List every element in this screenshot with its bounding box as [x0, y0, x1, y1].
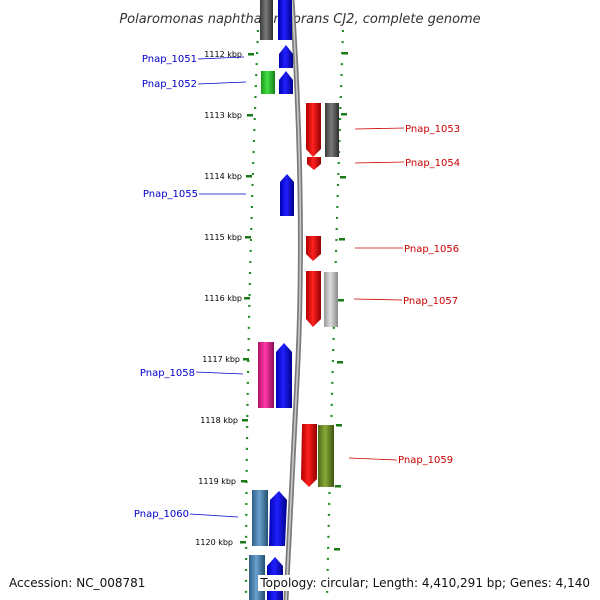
gene-feature-pnap-1054[interactable] [307, 157, 321, 170]
gene-feature-light-gray[interactable] [324, 272, 338, 327]
tick-mark [242, 419, 248, 422]
gene-feature-pnap-1051[interactable] [279, 45, 293, 68]
tick-mark [245, 236, 251, 239]
tick-mark [241, 480, 247, 483]
gene-feature-gray[interactable] [325, 103, 339, 157]
gene-feature-pnap-1057[interactable] [306, 271, 321, 327]
tick-mark [342, 52, 348, 55]
gene-feature-pnap-1056[interactable] [306, 236, 321, 261]
map-title: Polaromonas naphthalenivorans CJ2, compl… [119, 12, 480, 27]
tick-label: 1118 kbp [200, 416, 238, 425]
tick-mark [341, 113, 347, 116]
gene-label-pnap-1059[interactable]: Pnap_1059 [398, 455, 453, 466]
gene-feature-gray[interactable] [260, 0, 273, 40]
gene-label-pnap-1054[interactable]: Pnap_1054 [405, 158, 460, 169]
tick-mark [244, 297, 250, 300]
gene-feature-olive[interactable] [318, 425, 334, 487]
tick-label: 1115 kbp [204, 233, 242, 242]
tick-label: 1117 kbp [202, 355, 240, 364]
gene-feature-magenta[interactable] [258, 342, 274, 408]
tick-label: 1114 kbp [204, 172, 242, 181]
gene-label-pnap-1056[interactable]: Pnap_1056 [404, 244, 459, 255]
accession-text: Accession: NC_008781 [7, 575, 148, 591]
leader-line-pnap-1054 [354, 161, 405, 164]
tick-labels: 1112 kbp 1113 kbp 1114 kbp 1115 kbp 1116… [195, 50, 242, 547]
gene-feature-pnap-1055[interactable] [280, 174, 294, 216]
leader-line-pnap-1058 [195, 371, 244, 375]
tick-label: 1119 kbp [198, 477, 236, 486]
tick-mark [334, 548, 340, 551]
gene-feature-pnap-1058[interactable] [276, 343, 292, 408]
gene-label-pnap-1051[interactable]: Pnap_1051 [142, 54, 197, 65]
leader-line-pnap-1051 [197, 56, 245, 60]
tick-marks [240, 52, 348, 551]
tick-mark [247, 114, 253, 117]
leader-line-pnap-1053 [354, 127, 405, 130]
leader-line-pnap-1057 [353, 298, 403, 301]
gene-label-pnap-1058[interactable]: Pnap_1058 [140, 368, 195, 379]
tick-mark [240, 541, 246, 544]
tick-mark [337, 361, 343, 364]
gene-feature-green[interactable] [261, 71, 275, 94]
gene-feature-pnap-1060[interactable] [269, 491, 287, 546]
tick-mark [340, 176, 346, 179]
gene-feature-pnap-1059[interactable] [301, 424, 317, 487]
genome-backbone-highlight [285, 0, 302, 600]
tick-label: 1112 kbp [204, 50, 242, 59]
tick-label: 1120 kbp [195, 538, 233, 547]
gene-feature-blue[interactable] [278, 0, 292, 40]
gene-feature-pnap-1052[interactable] [279, 71, 293, 94]
tick-mark [335, 485, 341, 488]
tick-mark [243, 358, 249, 361]
leader-lines [189, 56, 405, 518]
gene-label-pnap-1052[interactable]: Pnap_1052 [142, 79, 197, 90]
gene-feature-pnap-1053[interactable] [306, 103, 321, 157]
tick-mark [248, 53, 254, 56]
gene-features [249, 0, 339, 600]
gene-label-pnap-1057[interactable]: Pnap_1057 [403, 296, 458, 307]
tick-label: 1113 kbp [204, 111, 242, 120]
leader-line-pnap-1052 [197, 81, 247, 85]
gene-feature-steel-blue[interactable] [252, 490, 268, 546]
gene-label-pnap-1055[interactable]: Pnap_1055 [143, 189, 198, 200]
tick-label: 1116 kbp [204, 294, 242, 303]
tick-mark [338, 299, 344, 302]
gene-label-pnap-1053[interactable]: Pnap_1053 [405, 124, 460, 135]
leader-line-pnap-1059 [348, 457, 398, 461]
gene-label-pnap-1060[interactable]: Pnap_1060 [134, 509, 189, 520]
genome-summary-text: Topology: circular; Length: 4,410,291 bp… [258, 575, 592, 591]
gene-labels: Pnap_1051 Pnap_1052 Pnap_1053 Pnap_1054 … [134, 54, 460, 520]
tick-mark [336, 424, 342, 427]
tick-mark [246, 175, 252, 178]
leader-line-pnap-1060 [189, 513, 239, 518]
tick-mark [339, 238, 345, 241]
